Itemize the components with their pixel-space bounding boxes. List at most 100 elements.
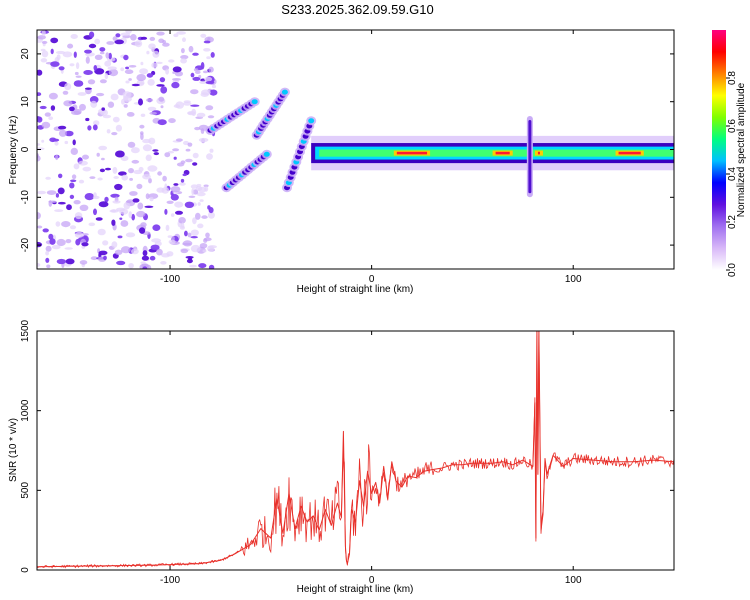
spectrogram-noise-blob — [69, 106, 75, 112]
spectrogram-noise-blob — [131, 159, 140, 164]
spectrogram-noise-blob — [110, 93, 119, 101]
spectrogram-noise-blob — [206, 153, 213, 160]
spectrogram-noise-blob — [52, 138, 60, 142]
spectrogram-noise-blob — [122, 91, 132, 99]
spectrogram-noise-blob — [65, 258, 75, 265]
spectrogram-noise-blob — [78, 179, 85, 184]
spectrogram-noise-blob — [166, 200, 174, 204]
spectrogram-noise-blob — [116, 260, 126, 266]
spectrogram-noise-blob — [85, 56, 90, 64]
spectrogram-noise-blob — [61, 221, 71, 228]
spectrogram-noise-blob — [178, 217, 186, 224]
spectrogram-noise-blob — [125, 80, 130, 84]
spectrogram-noise-blob — [82, 233, 89, 236]
spectrogram-noise-blob — [116, 207, 126, 212]
spectrogram-noise-blob — [113, 176, 119, 179]
spectrogram-noise-blob — [106, 41, 115, 45]
spectrogram-x-ticks: -100 0 100 — [160, 30, 582, 285]
spectrogram-noise-blob — [162, 175, 167, 182]
spectrogram-spike-core — [528, 120, 532, 194]
spectrogram-noise-blob — [140, 36, 148, 40]
spectrogram-noise-blob — [104, 73, 109, 80]
spectrogram-noise-blob — [37, 263, 41, 267]
snr-clip-group — [37, 331, 674, 569]
spectrogram-noise-blob — [112, 36, 118, 41]
spectrogram-noise-blob — [112, 116, 120, 123]
spectrogram-noise-blob — [73, 80, 84, 87]
spectrogram-noise-blob — [37, 212, 41, 220]
spectrogram-noise-blob — [174, 201, 184, 208]
spectrogram-noise-blob — [209, 148, 214, 153]
spectrogram-noise-blob — [105, 52, 110, 59]
spectrogram-noise-blob — [190, 229, 199, 236]
colorbar-tick-label: 0.2 — [727, 215, 738, 229]
spectrogram-noise-blob — [67, 43, 74, 49]
spectrogram-noise-blob — [121, 246, 131, 254]
spectrogram-noise-blob — [151, 62, 158, 68]
snr-y-tick-label: 500 — [20, 482, 31, 499]
spectrogram-noise-blob — [70, 179, 77, 183]
spectrogram-noise-blob — [196, 183, 202, 187]
spectrogram-noise-blob — [111, 219, 116, 226]
spectrogram-noise-blob — [128, 263, 134, 269]
spectrogram-noise-blob — [182, 37, 186, 42]
spectrogram-noise-blob — [156, 31, 165, 36]
spectrogram-noise-blob — [134, 40, 143, 48]
spectrogram-noise-blob — [136, 210, 146, 218]
snr-y-ticks: 0 500 1000 1500 — [20, 319, 674, 573]
spectrogram-noise-blob — [101, 157, 105, 161]
spectrogram-noise-blob — [37, 92, 42, 96]
spectrogram-noise-blob — [200, 61, 205, 70]
spectrogram-noise-blob — [93, 65, 98, 71]
spectrogram-noise-blob — [156, 187, 165, 193]
spectrogram-noise-blob — [37, 143, 41, 146]
spectrogram-noise-blob — [158, 96, 165, 102]
spectrogram-noise-blob — [192, 52, 199, 56]
spectrogram-noise-blob — [55, 50, 66, 55]
spectrogram-noise-blob — [84, 87, 92, 90]
spectrogram-noise-blob — [48, 233, 54, 240]
spectrogram-noise-blob — [142, 138, 151, 144]
colorbar-tick-label: 0.8 — [727, 71, 738, 85]
spectrogram-noise-blob — [192, 217, 197, 225]
spectrogram-noise-blob — [129, 177, 134, 181]
spectrogram-noise-blob — [83, 70, 93, 75]
spectrogram-noise-blob — [146, 50, 150, 55]
spectrogram-noise-blob — [203, 48, 211, 52]
snr-y-tick-label: 0 — [20, 567, 31, 573]
spectrogram-noise-blob — [188, 257, 193, 261]
spectrogram-noise-blob — [160, 261, 167, 265]
spectrogram-noise-blob — [167, 150, 174, 154]
spectrogram-noise-blob — [89, 31, 95, 38]
spectrogram-noise-blob — [152, 224, 161, 231]
spectrogram-noise-blob — [184, 201, 195, 208]
spectrogram-noise-blob — [50, 105, 56, 111]
spectrogram-noise-blob — [180, 178, 185, 183]
spectrogram-band-peak — [396, 151, 428, 155]
spectrogram-noise-blob — [195, 212, 201, 220]
spectrogram-noise-blob — [98, 250, 108, 256]
spectrogram-noise-blob — [153, 152, 159, 156]
spectrogram-noise-blob — [65, 239, 72, 244]
spectrogram-noise-blob — [79, 260, 88, 265]
spectrogram-noise-blob — [175, 210, 183, 215]
spectrogram-noise-blob — [197, 223, 204, 229]
spectrogram-noise-blob — [145, 154, 152, 162]
spectrogram-noise-blob — [192, 152, 199, 159]
spectrogram-noise-blob — [125, 232, 136, 238]
spectrogram-noise-blob — [48, 116, 54, 120]
spectrogram-noise-blob — [182, 240, 193, 247]
spectrogram-y-tick-label: -10 — [20, 190, 31, 205]
spectrogram-noise-blob — [162, 42, 170, 47]
spectrogram-noise-blob — [182, 173, 187, 177]
spectrogram-noise-blob — [128, 168, 134, 174]
spectrogram-x-axis-label: Height of straight line (km) — [297, 284, 414, 295]
spectrogram-noise-blob — [193, 68, 199, 72]
spectrogram-noise-blob — [144, 205, 154, 208]
spectrogram-noise-blob — [156, 61, 163, 65]
spectrogram-noise-blob — [58, 201, 66, 205]
spectrogram-noise-blob — [37, 225, 43, 229]
spectrogram-noise-blob — [95, 217, 103, 221]
spectrogram-noise-blob — [132, 198, 140, 203]
